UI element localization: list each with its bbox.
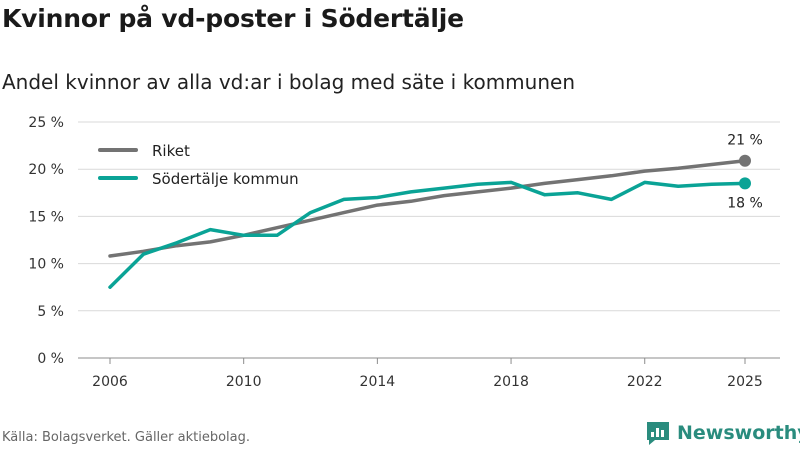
legend: Riket Södertälje kommun (98, 142, 299, 188)
x-tick-label: 2010 (226, 374, 262, 390)
series-line-riket (108, 158, 747, 258)
brand-name: Newsworthy (677, 422, 800, 444)
brand-logo: Newsworthy (645, 420, 800, 446)
series-end-point (739, 177, 751, 190)
series-lines: 21 % 18 % (108, 133, 763, 289)
y-tick-label: 10 % (28, 257, 64, 273)
y-tick-label: 0 % (37, 351, 64, 367)
x-tick-label: 2006 (92, 374, 128, 390)
chart-title: Kvinnor på vd-poster i Södertälje (2, 4, 464, 33)
legend-label: Södertälje kommun (152, 170, 299, 188)
y-tick-label: 25 % (28, 115, 64, 131)
x-tick-label: 2025 (727, 374, 763, 390)
axes: 0 % 5 % 10 % 15 % 20 % 25 % 2006 2010 2014 2018 20… (28, 115, 762, 390)
y-tick-label: 15 % (28, 209, 64, 225)
series-end-point (739, 154, 751, 167)
legend-label: Riket (152, 142, 190, 160)
y-tick-label: 20 % (28, 162, 64, 178)
series-end-label: 21 % (727, 133, 763, 149)
source-note: Källa: Bolagsverket. Gäller aktiebolag. (2, 430, 251, 445)
series-line-sodertalje (108, 180, 747, 289)
x-tick-label: 2018 (493, 374, 529, 390)
newsworthy-logo-icon (647, 422, 669, 445)
series-end-label: 18 % (727, 195, 763, 211)
x-tick-label: 2014 (360, 374, 396, 390)
y-tick-label: 5 % (37, 304, 64, 320)
x-tick-label: 2022 (627, 374, 663, 390)
gridlines (78, 121, 780, 359)
chart-subtitle: Andel kvinnor av alla vd:ar i bolag med … (2, 70, 575, 94)
